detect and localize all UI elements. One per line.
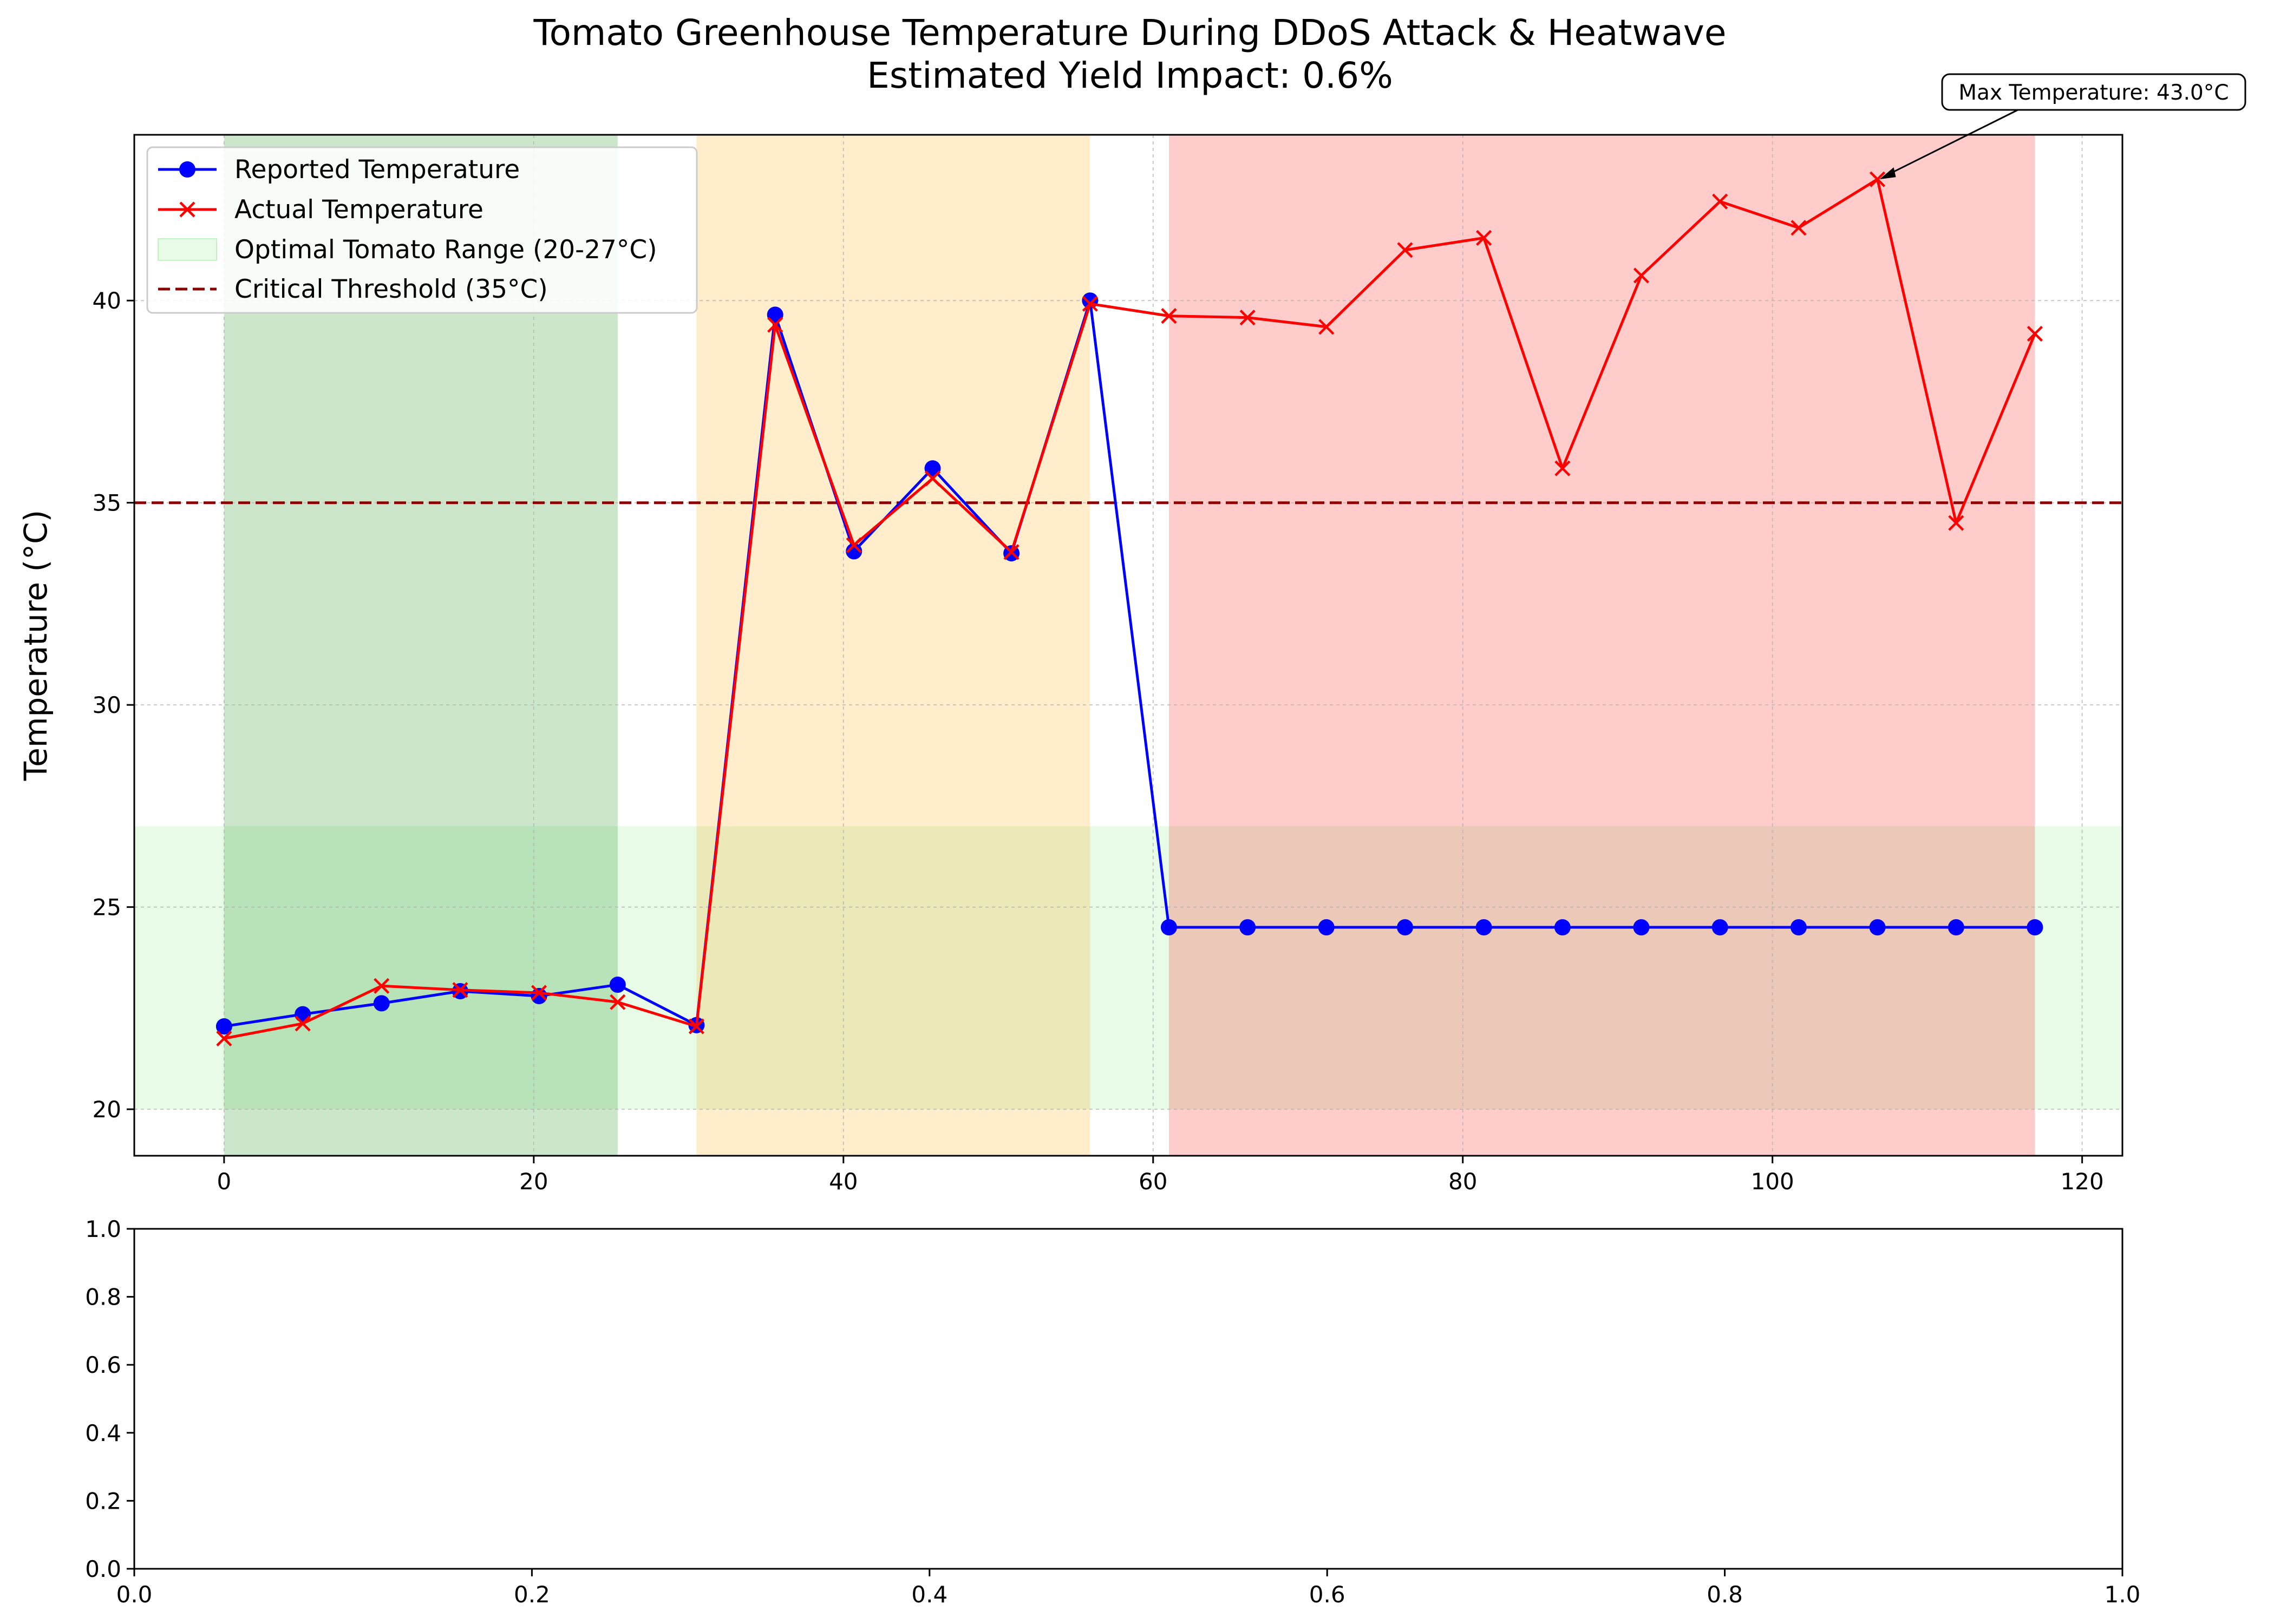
second-axes-frame: [133, 1228, 2123, 1570]
actual-point: [216, 1030, 232, 1046]
actual-point: [610, 994, 626, 1010]
reported-point: [1475, 919, 1492, 935]
annotation-arrow-line: [1884, 109, 2018, 177]
x-tick-label: 120: [2061, 1168, 2104, 1195]
reported-point: [1869, 919, 1886, 935]
actual-point: [1712, 193, 1728, 209]
y-tick-label: 25: [93, 894, 121, 921]
main-plot-area: 0 20 40 60 80 100 120 20 25 30 35 40 Temperature (°C…: [17, 73, 2246, 1195]
reported-point: [1711, 919, 1728, 935]
reported-point: [1397, 919, 1414, 935]
reported-point: [1791, 919, 1807, 935]
y-axis-label: Temperature (°C): [17, 510, 54, 782]
actual-point: [1948, 515, 1964, 531]
y-tick-label: 0.0: [85, 1556, 121, 1582]
reported-point: [531, 987, 547, 1004]
reported-point: [924, 460, 941, 477]
actual-point: [1791, 220, 1807, 236]
reported-point: [1633, 919, 1650, 935]
actual-point: [1397, 242, 1413, 258]
shaded-band-2: [696, 135, 1090, 1156]
reported-point: [1160, 919, 1177, 935]
actual-point: [688, 1018, 704, 1034]
actual-point: [924, 470, 941, 487]
y-tick-label: 20: [93, 1096, 121, 1123]
reported-point: [1239, 919, 1256, 935]
reported-point: [846, 543, 862, 560]
reported-point: [373, 995, 390, 1012]
x-tick-label: 0.6: [1309, 1581, 1345, 1608]
shaded-band-0: [134, 826, 2122, 1110]
reported-point: [767, 306, 783, 323]
legend: Reported Temperature Actual Temperature Op…: [146, 146, 698, 314]
x-tick-label: 80: [1448, 1168, 1477, 1195]
x-tick-label: 0.8: [1707, 1581, 1743, 1608]
x-tick-label: 60: [1139, 1168, 1167, 1195]
actual-point: [295, 1016, 311, 1032]
y-tick-label: 0.4: [85, 1420, 121, 1446]
legend-actual-swatch-marker: [179, 201, 195, 218]
actual-point: [767, 317, 783, 333]
actual-point: [846, 537, 862, 553]
actual-point: [1869, 171, 1886, 187]
chart-subtitle: Estimated Yield Impact: 0.6%: [867, 55, 1393, 96]
legend-reported-label: Reported Temperature: [234, 155, 520, 185]
actual-point: [1239, 310, 1256, 326]
series-line-reported: [224, 299, 2035, 1028]
legend-optimal-swatch: [158, 238, 217, 261]
legend-reported-swatch-marker: [179, 161, 195, 178]
actual-point: [1633, 267, 1650, 284]
actual-point: [374, 978, 390, 994]
main-axes-frame: [133, 134, 2123, 1157]
actual-point: [1476, 230, 1492, 246]
series-line-actual: [224, 178, 2036, 1040]
legend-optimal-label: Optimal Tomato Range (20-27°C): [234, 235, 657, 265]
chart-title: Tomato Greenhouse Temperature During DDo…: [533, 12, 1727, 54]
reported-point: [1318, 919, 1335, 935]
x-tick-label: 0.2: [514, 1581, 550, 1608]
actual-point: [1318, 319, 1335, 335]
actual-point: [2027, 325, 2043, 342]
y-tick-label: 0.8: [85, 1284, 121, 1311]
y-tick-label: 35: [93, 490, 121, 516]
annotation-text: Max Temperature: 43.0°C: [1958, 81, 2229, 105]
reported-point: [1948, 919, 1964, 935]
reported-point: [215, 1018, 232, 1034]
x-tick-label: 40: [829, 1168, 858, 1195]
annotation-box: [1941, 73, 2246, 111]
x-tick-label: 0.4: [911, 1581, 948, 1608]
x-tick-label: 0.0: [116, 1581, 153, 1608]
actual-point: [452, 982, 468, 998]
empty-subplot-area: 0.0 0.2 0.4 0.6 0.8 1.0 0.0 0.2 0.4 0.6 0.8 1.0: [85, 1216, 2140, 1608]
x-tick-label: 20: [519, 1168, 548, 1195]
y-tick-label: 30: [93, 692, 121, 718]
actual-point: [1003, 544, 1020, 560]
actual-point: [1082, 296, 1098, 312]
actual-point: [531, 985, 547, 1001]
x-tick-label: 100: [1751, 1168, 1794, 1195]
legend-actual-label: Actual Temperature: [234, 195, 483, 225]
legend-threshold-label: Critical Threshold (35°C): [234, 274, 548, 304]
x-tick-label: 0: [217, 1168, 232, 1195]
shaded-band-3: [1168, 135, 2035, 1156]
y-tick-label: 0.6: [85, 1352, 121, 1378]
x-tick-label: 1.0: [2105, 1581, 2141, 1608]
legend-box: [146, 146, 698, 314]
reported-point: [609, 977, 626, 993]
y-tick-label: 1.0: [85, 1216, 121, 1242]
y-tick-label: 40: [93, 287, 121, 314]
annotation-arrow-head: [1879, 167, 1896, 180]
actual-point: [1554, 460, 1571, 476]
plot-inner: [134, 135, 2122, 1156]
reported-point: [2027, 919, 2043, 935]
reported-point: [1554, 919, 1571, 935]
y-tick-label: 0.2: [85, 1488, 121, 1514]
actual-point: [1161, 308, 1177, 324]
